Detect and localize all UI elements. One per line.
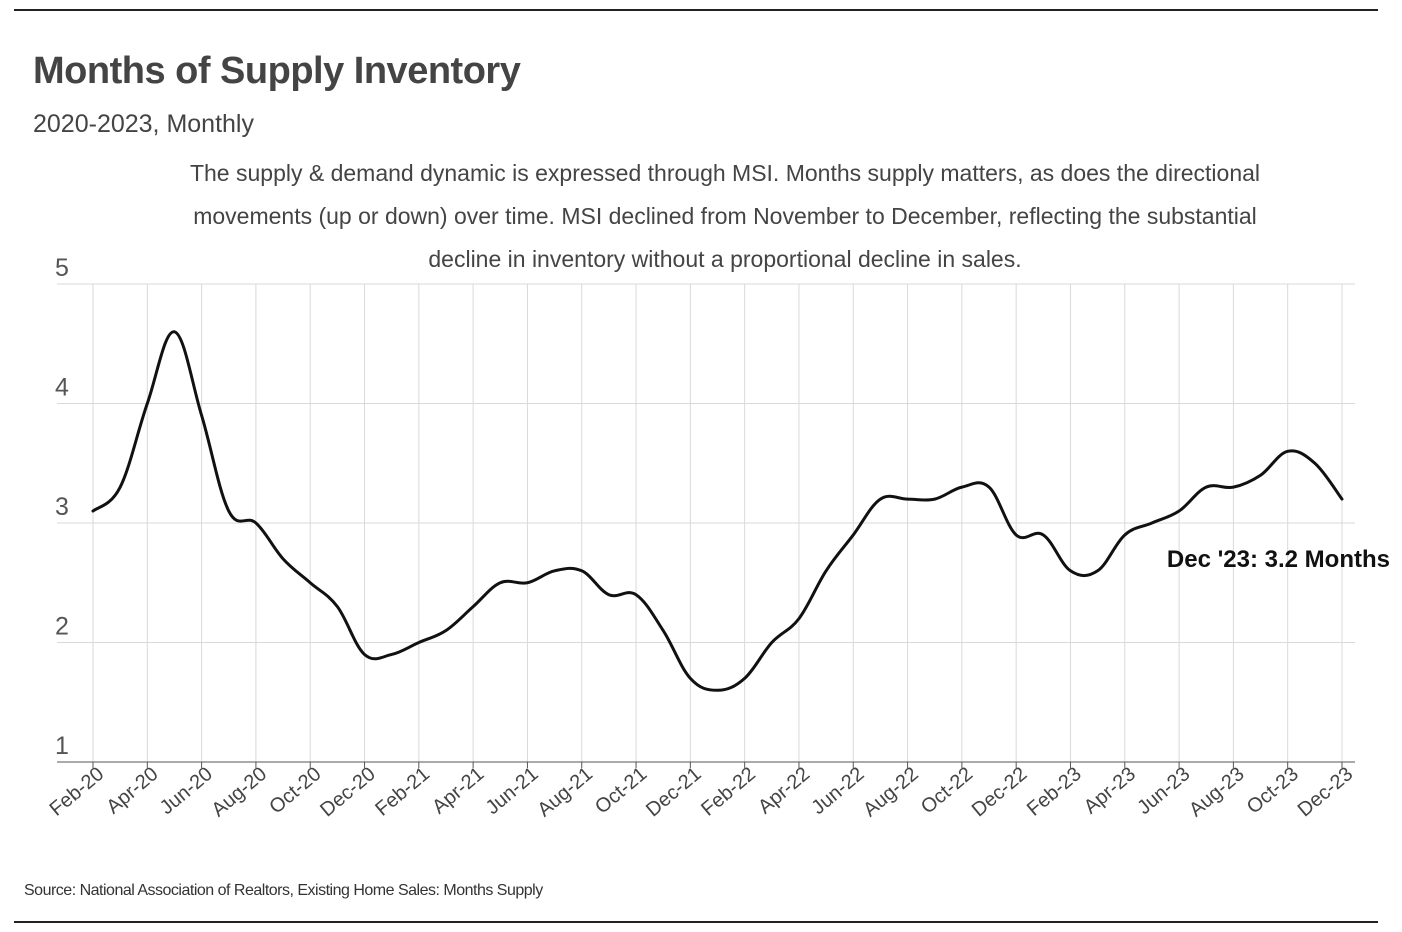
data-point [960,485,964,489]
chart-subtitle: 2020-2023, Monthly [33,110,254,138]
chart-description: The supply & demand dynamic is expressed… [189,160,1261,272]
y-tick-label: 1 [55,732,69,760]
data-point [824,569,828,573]
label-layer: Feb-20Apr-20Jun-20Aug-20Oct-20Dec-20Feb-… [46,254,1390,821]
x-tick-label: Jun-20 [156,763,217,819]
y-tick-label: 4 [55,374,69,402]
data-point [471,605,475,609]
bottom-rule [14,921,1378,923]
x-tick-label: Dec-22 [968,763,1032,821]
data-point [1096,569,1100,573]
data-point [743,676,747,680]
end-annotation: Dec '23: 3.2 Months [1167,546,1390,573]
data-point [688,676,692,680]
x-tick-label: Aug-20 [208,763,272,821]
x-tick-label: Feb-21 [371,763,434,821]
data-point [878,497,882,501]
data-point [987,485,991,489]
series-line [91,330,1344,692]
x-tick-label: Feb-20 [46,763,109,821]
x-tick-label: Dec-21 [642,763,706,821]
data-point [417,641,421,645]
data-point [1231,485,1235,489]
x-tick-label: Oct-21 [591,763,651,818]
data-point [661,629,665,633]
data-point [525,581,529,585]
x-tick-label: Dec-20 [316,763,380,821]
data-point [634,593,638,597]
data-point [91,509,95,513]
x-tick-label: Jun-21 [482,763,543,819]
x-tick-label: Dec-23 [1294,763,1358,821]
data-point [390,652,394,656]
data-point [172,330,176,334]
y-tick-label: 5 [55,254,69,282]
x-tick-label: Aug-21 [533,763,597,821]
data-point [1150,521,1154,525]
x-tick-label: Oct-23 [1243,763,1303,818]
x-tick-label: Jun-22 [807,763,868,819]
data-point [498,581,502,585]
source-note: Source: National Association of Realtors… [24,882,543,899]
x-tick-label: Feb-22 [697,763,760,821]
chart-title: Months of Supply Inventory [33,50,521,92]
y-tick-label: 3 [55,493,69,521]
data-point [145,402,149,406]
data-point [906,497,910,501]
x-tick-label: Aug-22 [859,763,923,821]
data-point [1014,533,1018,537]
data-point [363,652,367,656]
data-point [118,485,122,489]
data-point [1041,533,1045,537]
data-point [797,617,801,621]
data-point [607,593,611,597]
data-point [444,629,448,633]
x-tick-label: Feb-23 [1023,763,1086,821]
top-rule [14,9,1378,11]
line-chart: Feb-20Apr-20Jun-20Aug-20Oct-20Dec-20Feb-… [46,254,1390,821]
series-layer [91,330,1344,692]
data-point [716,688,720,692]
data-point [335,605,339,609]
data-point [1204,485,1208,489]
x-tick-label: Aug-23 [1185,763,1249,821]
data-point [553,569,557,573]
data-point [1313,461,1317,465]
data-point [281,557,285,561]
data-point [200,413,204,417]
x-tick-label: Apr-21 [428,763,488,818]
x-tick-label: Apr-22 [754,763,814,818]
grid-layer [57,283,1355,763]
data-point [933,497,937,501]
data-point [1068,569,1072,573]
data-point [770,641,774,645]
data-point [580,569,584,573]
data-point [308,581,312,585]
x-tick-label: Apr-20 [102,763,162,818]
axis-layer [92,762,1343,768]
data-point [254,521,258,525]
data-point [1123,533,1127,537]
data-point [1340,497,1344,501]
data-point [851,533,855,537]
data-point [1259,473,1263,477]
y-tick-label: 2 [55,613,69,641]
x-tick-label: Apr-23 [1080,763,1140,818]
x-tick-label: Jun-23 [1133,763,1194,819]
x-tick-label: Oct-22 [917,763,977,818]
data-point [1177,509,1181,513]
data-point [1286,449,1290,453]
x-tick-label: Oct-20 [265,763,325,818]
data-point [227,509,231,513]
